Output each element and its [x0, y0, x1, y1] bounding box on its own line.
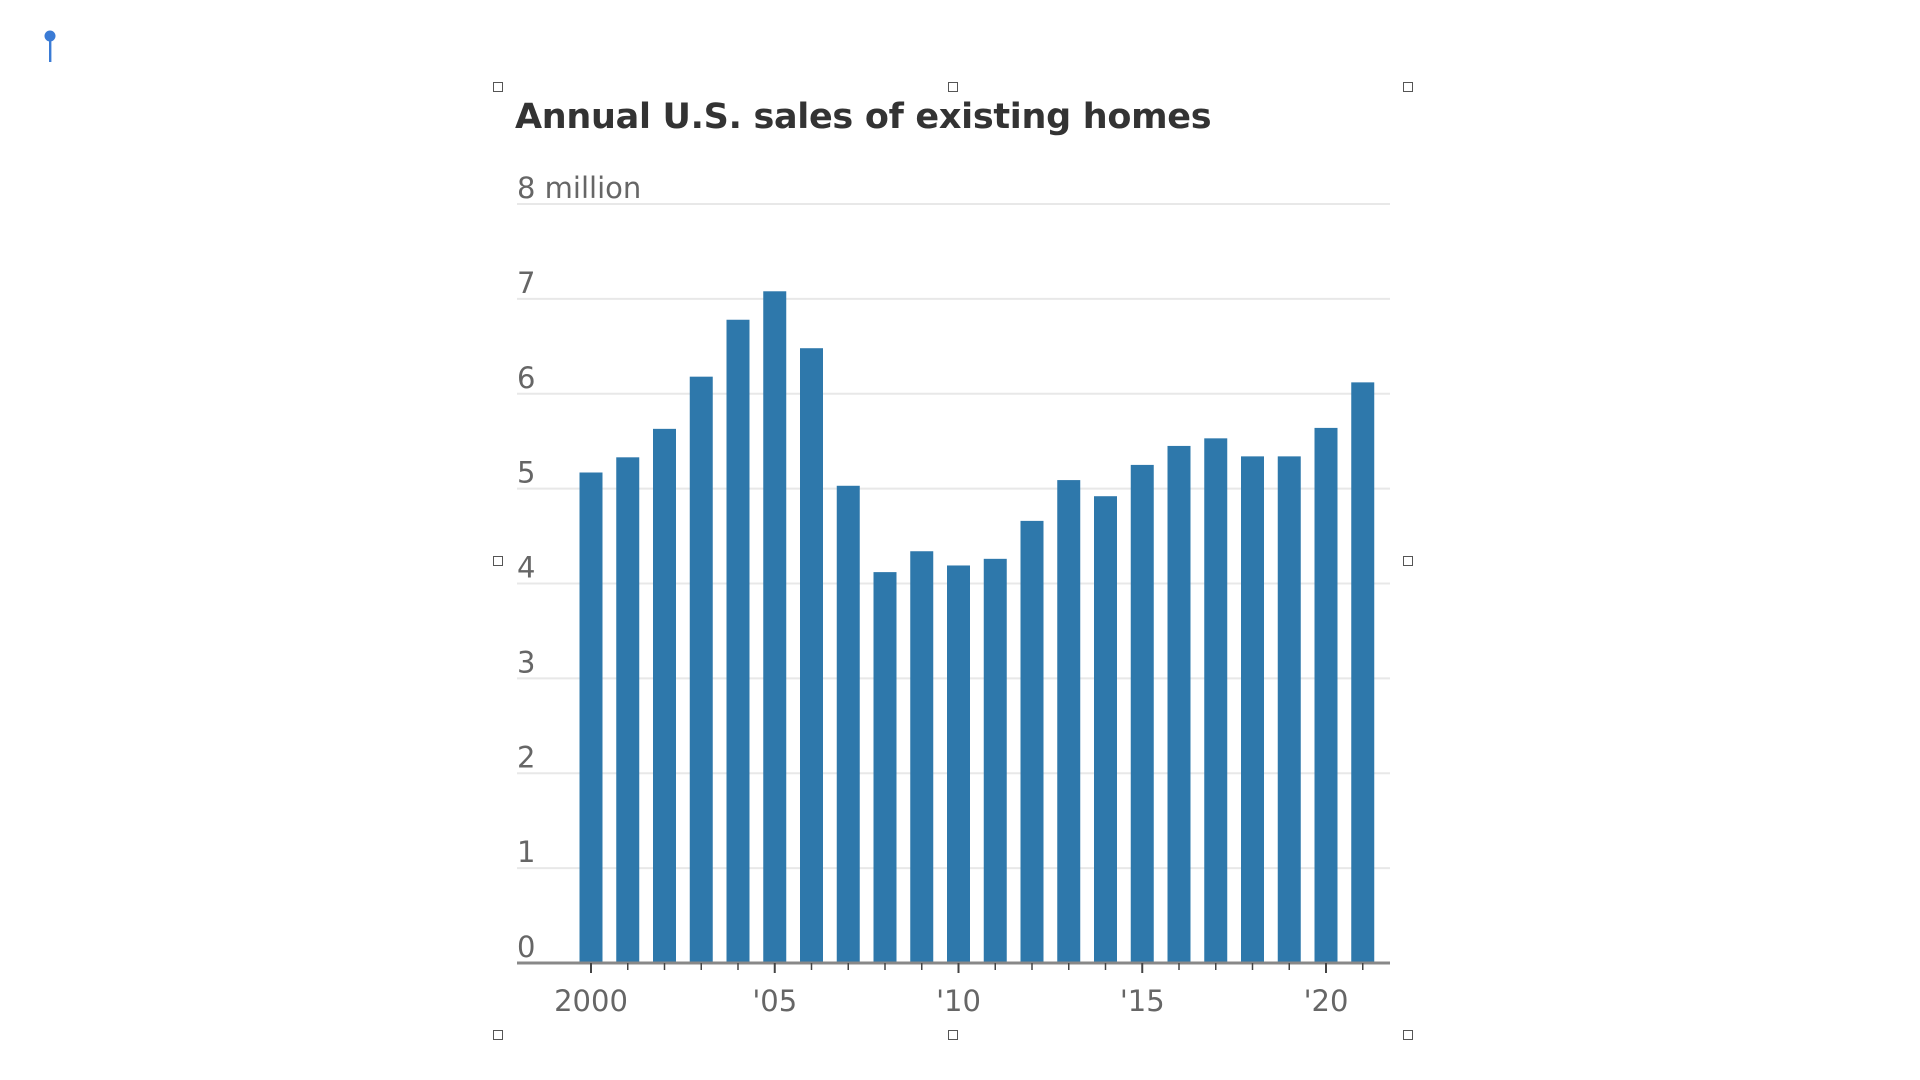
y-tick-label-4: 4 [517, 551, 535, 585]
selection-handle-top-right[interactable] [1403, 82, 1413, 92]
x-tick-label-2010: '10 [936, 984, 981, 1018]
bar-2003 [689, 376, 713, 963]
bar-2007 [836, 485, 860, 963]
x-tick-label-2020: '20 [1304, 984, 1349, 1018]
bar-2021 [1351, 382, 1375, 963]
bar-2012 [1020, 520, 1044, 963]
y-tick-label-3: 3 [517, 645, 535, 679]
x-tick-label-2015: '15 [1120, 984, 1165, 1018]
y-tick-label-2: 2 [517, 740, 535, 774]
bar-2009 [910, 551, 934, 963]
x-tick-label-2000: 2000 [554, 984, 628, 1018]
bar-2011 [983, 558, 1007, 963]
selection-handle-middle-right[interactable] [1403, 556, 1413, 566]
bar-2017 [1204, 438, 1228, 963]
y-tick-label-6: 6 [517, 361, 535, 395]
x-tick-label-2005: '05 [752, 984, 797, 1018]
bar-2002 [653, 428, 676, 963]
selection-handle-bottom-right[interactable] [1403, 1030, 1413, 1040]
bar-2004 [726, 319, 750, 963]
pin-icon[interactable] [43, 30, 57, 64]
bar-2000 [579, 472, 603, 963]
y-tick-label-1: 1 [517, 835, 535, 869]
y-tick-label-7: 7 [517, 266, 535, 300]
bar-2008 [873, 572, 897, 963]
y-unit-label: 8 million [517, 171, 641, 205]
x-axis-labels: 2000 '05 '10 '15 '20 [554, 984, 1348, 1018]
bar-2010 [947, 565, 970, 963]
selection-handle-bottom-center[interactable] [948, 1030, 958, 1040]
bar-2019 [1277, 456, 1301, 963]
selection-handle-top-center[interactable] [948, 82, 958, 92]
x-axis [517, 961, 1390, 973]
bar-2015 [1130, 464, 1154, 963]
y-axis-labels: 0 1 2 3 4 5 6 7 8 million [517, 171, 641, 964]
y-tick-label-5: 5 [517, 456, 535, 490]
bar-2020 [1314, 427, 1338, 963]
bar-2013 [1057, 480, 1081, 963]
selection-handle-top-left[interactable] [493, 82, 503, 92]
selection-handle-middle-left[interactable] [493, 556, 503, 566]
bar-2005 [763, 291, 787, 963]
bar-2016 [1167, 445, 1191, 963]
selection-handle-bottom-left[interactable] [493, 1030, 503, 1040]
bar-2014 [1094, 496, 1117, 963]
bar-2006 [800, 348, 823, 964]
bar-2001 [616, 457, 640, 963]
chart-title: Annual U.S. sales of existing homes [515, 97, 1212, 137]
y-tick-label-0: 0 [517, 930, 535, 964]
bars [579, 291, 1375, 964]
bar-2018 [1241, 456, 1264, 963]
